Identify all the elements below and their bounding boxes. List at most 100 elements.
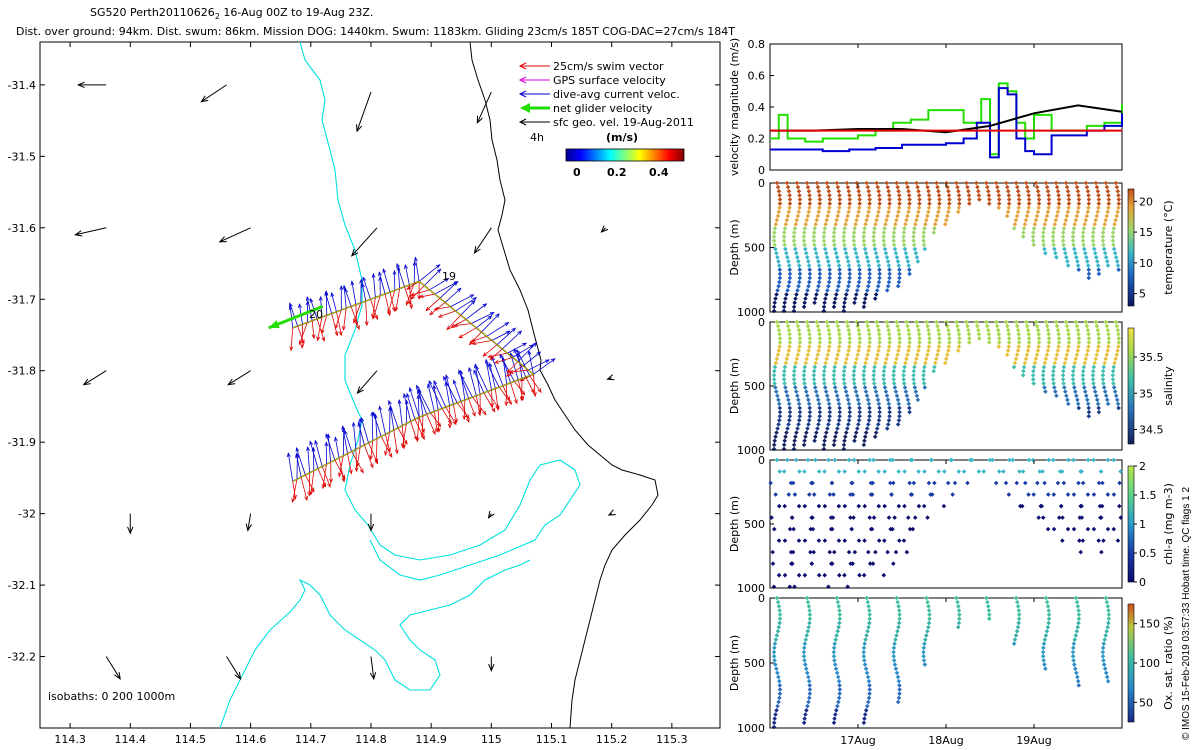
swim-vector bbox=[447, 405, 452, 429]
temperature-colorbar bbox=[1127, 188, 1135, 307]
dac-vector-head bbox=[397, 399, 402, 405]
dac-vector-shaft bbox=[295, 453, 302, 478]
dac-vector-shaft bbox=[491, 330, 511, 341]
swim-vector-shaft bbox=[384, 293, 391, 316]
sfc-vector bbox=[105, 656, 121, 681]
swim-vector-head bbox=[316, 336, 321, 342]
dac-vector-head bbox=[532, 342, 538, 347]
salinity-y-axis-label: Depth (m) bbox=[728, 358, 741, 414]
temperature-sample-marker bbox=[1100, 234, 1106, 239]
dac-vector bbox=[397, 399, 403, 426]
temperature-sample-marker bbox=[1082, 246, 1087, 252]
salinity-sample-marker bbox=[781, 446, 787, 452]
dac-vector-head bbox=[536, 351, 542, 356]
temperature-sample-marker bbox=[872, 296, 878, 301]
dac-vector bbox=[378, 405, 386, 435]
dac-vector bbox=[378, 276, 383, 296]
temperature-sample-marker bbox=[1110, 234, 1116, 239]
dac-vector bbox=[309, 440, 319, 469]
swim-vector-head bbox=[436, 422, 442, 428]
temperature-sample-marker bbox=[907, 271, 912, 277]
dac-vector-shaft bbox=[433, 380, 447, 408]
swim-vector-shaft bbox=[460, 401, 470, 423]
temperature-colorbar-tick-label: 20 bbox=[1139, 195, 1153, 208]
dac-vector-shaft bbox=[450, 294, 474, 308]
dac-vector bbox=[362, 276, 371, 300]
swim-vector-shaft bbox=[353, 302, 362, 323]
temperature-sample-marker bbox=[1071, 242, 1076, 248]
salinity-colorbar bbox=[1127, 327, 1135, 445]
temperature-sample-marker bbox=[803, 296, 808, 301]
swim-vector-head bbox=[409, 304, 414, 310]
swim-vector-shaft bbox=[453, 404, 458, 423]
temperature-sample-marker bbox=[835, 288, 840, 293]
map-x-tick-label: 114.4 bbox=[115, 733, 147, 746]
dac-vector-head bbox=[306, 446, 310, 451]
temperature-sample-marker bbox=[1053, 217, 1059, 223]
temperature-sample-marker bbox=[1043, 250, 1048, 256]
swim-vector bbox=[369, 440, 374, 461]
map-y-tick-label: -31.7 bbox=[8, 293, 36, 306]
salinity-sample-marker bbox=[787, 344, 792, 349]
temperature-sample-marker bbox=[1091, 242, 1096, 248]
temperature-sample-marker bbox=[886, 279, 892, 285]
salinity-sample-marker bbox=[781, 372, 787, 378]
swim-vector bbox=[490, 389, 495, 408]
swim-vector bbox=[316, 317, 323, 342]
temperature-sample-marker bbox=[1026, 201, 1032, 206]
swim-vector-head bbox=[482, 410, 487, 416]
swim-vector-shaft bbox=[290, 327, 294, 351]
salinity-sample-marker bbox=[776, 348, 782, 353]
dac-vector-head bbox=[443, 375, 447, 381]
sfc-vector bbox=[218, 227, 251, 243]
dac-vector bbox=[452, 379, 462, 402]
dac-vector-head bbox=[444, 278, 450, 282]
sfc-vector bbox=[600, 225, 609, 233]
temperature-sample-marker bbox=[834, 292, 839, 297]
salinity-sample-marker bbox=[777, 418, 782, 423]
temperature-sample-marker bbox=[776, 283, 781, 289]
swim-vector-shaft bbox=[472, 396, 487, 415]
temperature-sample-marker bbox=[1041, 242, 1046, 248]
swim-vector bbox=[389, 292, 396, 312]
swim-vector-shaft bbox=[472, 340, 492, 345]
swim-vector-shaft bbox=[297, 325, 305, 344]
salinity-sample-marker bbox=[787, 413, 793, 419]
temperature-sample-marker bbox=[1043, 180, 1049, 186]
dac-vector-shaft bbox=[465, 303, 487, 320]
dac-vector-head bbox=[378, 405, 383, 411]
salinity-sample-marker bbox=[771, 372, 777, 378]
sfc-vector-head bbox=[127, 526, 134, 535]
temperature-sample-marker bbox=[1053, 250, 1058, 256]
temperature-sample-marker bbox=[1095, 188, 1101, 194]
temperature-sample-marker bbox=[791, 308, 797, 314]
salinity-sample-marker bbox=[773, 360, 779, 366]
dac-vector-head bbox=[428, 380, 433, 385]
temperature-sample-marker bbox=[853, 292, 859, 297]
temperature-sample-marker bbox=[856, 283, 861, 289]
swim-vector-shaft bbox=[351, 451, 364, 473]
chl-y-tick-label: 0 bbox=[758, 454, 765, 467]
swim-vector bbox=[436, 409, 441, 433]
dac-vector-shaft bbox=[476, 315, 492, 329]
salinity-sample-marker bbox=[775, 393, 780, 398]
dac-vector bbox=[372, 411, 382, 437]
dac-vector-head bbox=[488, 362, 493, 368]
dac-vector-shaft bbox=[414, 257, 420, 282]
temperature-sample-marker bbox=[1046, 193, 1051, 198]
net-velocity-head bbox=[268, 320, 280, 329]
temperature-sample-marker bbox=[801, 304, 807, 310]
temperature-sample-marker bbox=[1103, 217, 1108, 223]
dac-vector-shaft bbox=[528, 359, 550, 371]
dac-vector-shaft bbox=[409, 387, 420, 418]
temperature-sample-marker bbox=[1031, 230, 1036, 235]
glider-track-vectors bbox=[268, 256, 556, 504]
temperature-sample-marker bbox=[815, 288, 820, 293]
dac-vector bbox=[413, 256, 420, 282]
swim-vector-head bbox=[329, 478, 333, 484]
swim-vector-shaft bbox=[375, 438, 378, 463]
swim-vector bbox=[482, 344, 498, 357]
salinity-sample-marker bbox=[782, 364, 788, 370]
temperature-sample-marker bbox=[1082, 222, 1088, 227]
